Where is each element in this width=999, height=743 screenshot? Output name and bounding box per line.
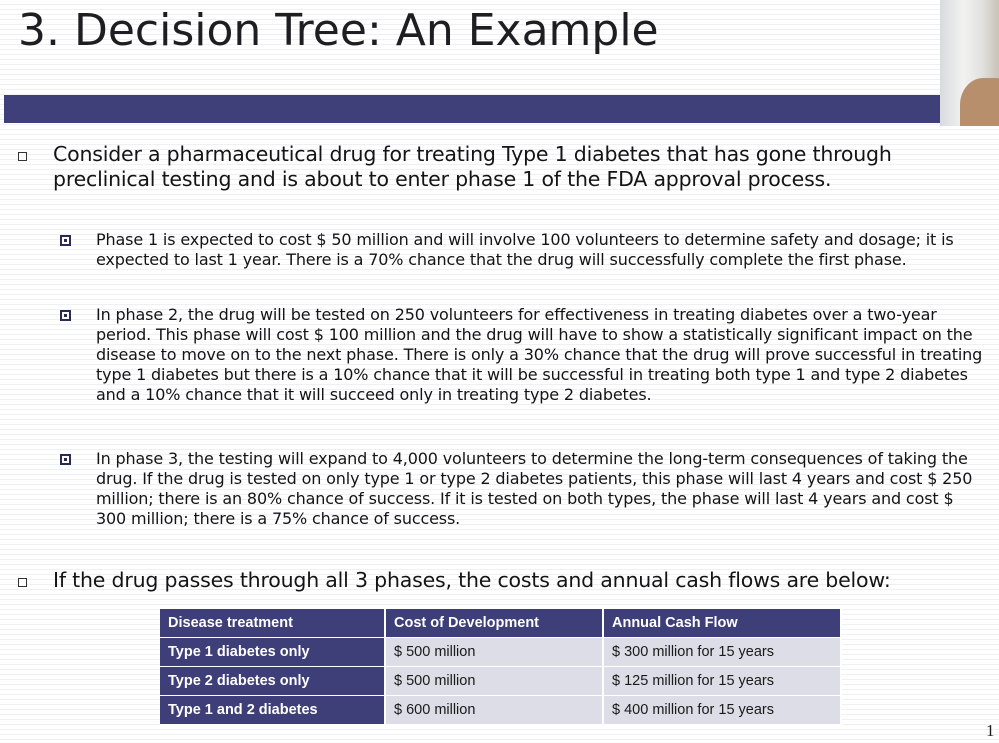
column-header-cashflow: Annual Cash Flow — [604, 609, 842, 638]
bullet-text: Consider a pharmaceutical drug for treat… — [53, 142, 892, 191]
cost-cell: $ 600 million — [386, 696, 604, 725]
square-bullet-icon — [60, 454, 71, 465]
bullet-text: If the drug passes through all 3 phases,… — [53, 568, 891, 592]
sub-bullet-phase-1: Phase 1 is expected to cost $ 50 million… — [60, 230, 990, 270]
cost-cell: $ 500 million — [386, 638, 604, 667]
column-header-disease: Disease treatment — [160, 609, 386, 638]
bullet-costs-intro: If the drug passes through all 3 phases,… — [18, 568, 993, 593]
cost-cashflow-table: Disease treatment Cost of Development An… — [160, 609, 842, 725]
square-bullet-icon — [60, 235, 71, 246]
title-underline-bar — [4, 95, 940, 123]
sub-bullet-text: Phase 1 is expected to cost $ 50 million… — [96, 230, 954, 269]
cashflow-cell: $ 125 million for 15 years — [604, 667, 842, 696]
presenter-video-thumbnail — [940, 0, 999, 126]
cost-cell: $ 500 million — [386, 667, 604, 696]
table-row: Type 1 and 2 diabetes $ 600 million $ 40… — [160, 696, 842, 725]
square-bullet-icon — [18, 152, 27, 161]
sub-bullet-phase-3: In phase 3, the testing will expand to 4… — [60, 449, 990, 529]
table-row: Type 2 diabetes only $ 500 million $ 125… — [160, 667, 842, 696]
sub-bullet-text: In phase 3, the testing will expand to 4… — [96, 449, 973, 528]
square-bullet-icon — [60, 310, 71, 321]
row-label: Type 1 and 2 diabetes — [160, 696, 386, 725]
slide-title: 3. Decision Tree: An Example — [18, 5, 659, 56]
sub-bullet-phase-2: In phase 2, the drug will be tested on 2… — [60, 305, 990, 405]
row-label: Type 1 diabetes only — [160, 638, 386, 667]
presenter-silhouette — [960, 78, 999, 126]
row-label: Type 2 diabetes only — [160, 667, 386, 696]
cashflow-cell: $ 400 million for 15 years — [604, 696, 842, 725]
sub-bullet-text: In phase 2, the drug will be tested on 2… — [96, 305, 983, 404]
cashflow-cell: $ 300 million for 15 years — [604, 638, 842, 667]
square-bullet-icon — [18, 578, 27, 587]
bullet-drug-intro: Consider a pharmaceutical drug for treat… — [18, 142, 978, 192]
column-header-cost: Cost of Development — [386, 609, 604, 638]
table-header-row: Disease treatment Cost of Development An… — [160, 609, 842, 638]
table-row: Type 1 diabetes only $ 500 million $ 300… — [160, 638, 842, 667]
page-number: 1 — [986, 721, 995, 740]
